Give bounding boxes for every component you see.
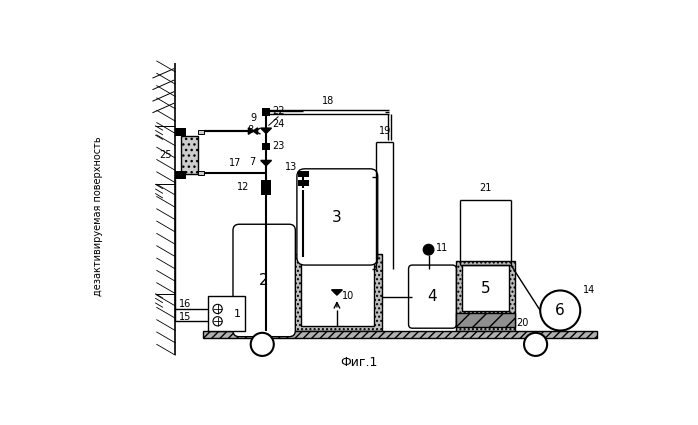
Bar — [456, 261, 515, 331]
Circle shape — [251, 333, 274, 356]
FancyBboxPatch shape — [233, 224, 295, 337]
Polygon shape — [261, 160, 272, 166]
Text: 3: 3 — [332, 210, 342, 225]
Bar — [175, 128, 186, 136]
Text: 17: 17 — [229, 158, 242, 168]
Polygon shape — [253, 128, 258, 134]
Circle shape — [423, 244, 434, 255]
Bar — [198, 171, 205, 175]
Bar — [181, 136, 198, 174]
Bar — [299, 180, 309, 186]
Bar — [456, 313, 515, 327]
Text: 4: 4 — [428, 289, 437, 304]
Polygon shape — [332, 290, 342, 295]
Text: 10: 10 — [341, 291, 354, 301]
Text: дезактивируемая поверхность: дезактивируемая поверхность — [94, 137, 103, 296]
Text: 20: 20 — [517, 318, 528, 328]
Bar — [262, 143, 270, 150]
Text: 19: 19 — [378, 126, 391, 136]
Bar — [293, 253, 382, 331]
Text: 11: 11 — [436, 243, 449, 253]
Circle shape — [213, 304, 222, 314]
Text: 13: 13 — [285, 162, 297, 172]
Bar — [301, 253, 374, 326]
Text: 5: 5 — [481, 280, 491, 296]
Bar — [463, 265, 509, 311]
Bar — [262, 108, 270, 116]
Text: 25: 25 — [160, 150, 172, 160]
Text: 14: 14 — [584, 286, 595, 295]
Text: 21: 21 — [480, 184, 491, 193]
Polygon shape — [248, 128, 253, 134]
Text: 7: 7 — [249, 157, 255, 167]
Text: 15: 15 — [179, 312, 191, 322]
FancyBboxPatch shape — [408, 265, 456, 328]
Bar — [175, 171, 186, 179]
Text: 2: 2 — [259, 273, 269, 288]
Polygon shape — [261, 128, 272, 133]
Text: 6: 6 — [556, 303, 565, 318]
Circle shape — [540, 290, 580, 331]
Text: 12: 12 — [237, 182, 249, 192]
FancyBboxPatch shape — [297, 169, 378, 265]
Bar — [203, 331, 597, 338]
Bar — [299, 171, 309, 176]
Circle shape — [213, 317, 222, 326]
Circle shape — [524, 333, 547, 356]
Bar — [208, 296, 245, 331]
Text: 18: 18 — [322, 96, 334, 106]
Bar — [198, 130, 205, 134]
Text: Фиг.1: Фиг.1 — [340, 356, 377, 369]
Text: 8: 8 — [248, 125, 254, 135]
Text: 23: 23 — [272, 142, 285, 151]
Text: 16: 16 — [179, 298, 191, 309]
Text: 22: 22 — [272, 106, 285, 116]
Text: 9: 9 — [250, 113, 256, 123]
Bar — [261, 180, 272, 195]
Text: 1: 1 — [234, 309, 241, 319]
Text: 24: 24 — [272, 119, 285, 129]
